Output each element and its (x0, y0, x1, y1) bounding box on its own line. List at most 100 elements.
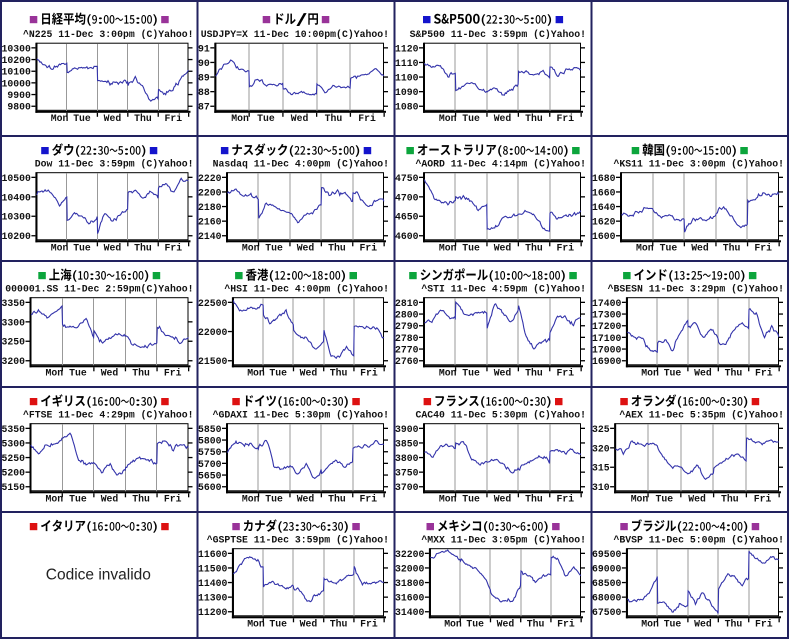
svg-text:Mon: Mon (439, 367, 457, 379)
svg-text:Fri: Fri (360, 242, 378, 254)
svg-text:Fri: Fri (360, 367, 378, 379)
svg-text:68000: 68000 (592, 593, 621, 605)
svg-text:88: 88 (198, 87, 210, 99)
svg-text:Fri: Fri (557, 618, 575, 630)
svg-text:21500: 21500 (198, 356, 227, 368)
svg-text:2780: 2780 (395, 333, 419, 345)
svg-text:1080: 1080 (395, 102, 419, 114)
svg-text:S&P500 11-Dec 3:59pm (C)Yahoo!: S&P500 11-Dec 3:59pm (C)Yahoo! (410, 29, 586, 41)
svg-text:^FTSE 11-Dec 4:29pm (C)Yahoo!: ^FTSE 11-Dec 4:29pm (C)Yahoo! (23, 410, 194, 422)
svg-text:1120: 1120 (395, 43, 419, 55)
svg-text:Tue: Tue (660, 242, 678, 254)
svg-text:5600: 5600 (198, 482, 222, 494)
svg-text:2800: 2800 (395, 310, 419, 322)
svg-text:^MXX 11-Dec 3:05pm (C)Yahoo!: ^MXX 11-Dec 3:05pm (C)Yahoo! (421, 535, 586, 547)
svg-text:1600: 1600 (592, 231, 616, 243)
svg-text:Wed: Wed (694, 367, 712, 379)
svg-text:10400: 10400 (2, 192, 31, 204)
svg-text:Fri: Fri (165, 113, 183, 125)
svg-text:3850: 3850 (395, 438, 419, 450)
svg-text:Tue: Tue (73, 113, 91, 125)
svg-text:Mon: Mon (51, 242, 69, 254)
svg-text:Mon: Mon (247, 367, 265, 379)
svg-text:Wed: Wed (101, 367, 119, 379)
svg-text:31800: 31800 (395, 578, 424, 590)
svg-text:Wed: Wed (494, 493, 512, 505)
svg-text:2790: 2790 (395, 321, 419, 333)
svg-text:000001.SS 11-Dec 2:59pm(C)Yaho: 000001.SS 11-Dec 2:59pm(C)Yahoo! (5, 284, 193, 296)
svg-text:Wed: Wed (300, 618, 318, 630)
svg-text:Mon: Mon (631, 493, 649, 505)
svg-text:11400: 11400 (198, 578, 227, 590)
svg-text:Thu: Thu (525, 493, 543, 505)
svg-text:Wed: Wed (694, 618, 712, 630)
svg-text:Fri: Fri (755, 618, 773, 630)
svg-text:5700: 5700 (198, 459, 222, 471)
svg-text:3750: 3750 (395, 468, 419, 480)
svg-text:Thu: Thu (328, 493, 346, 505)
svg-text:2770: 2770 (395, 345, 419, 357)
svg-text:22000: 22000 (198, 327, 227, 339)
svg-text:Tue: Tue (462, 493, 480, 505)
svg-text:^N225 11-Dec 3:00pm (C)Yahoo!: ^N225 11-Dec 3:00pm (C)Yahoo! (23, 29, 194, 41)
svg-text:Mon: Mon (242, 493, 260, 505)
svg-text:Fri: Fri (360, 493, 378, 505)
svg-text:Tue: Tue (269, 618, 287, 630)
svg-text:Thu: Thu (725, 618, 743, 630)
svg-text:Wed: Wed (691, 242, 709, 254)
svg-text:Tue: Tue (69, 493, 87, 505)
svg-text:Tue: Tue (462, 113, 480, 125)
svg-text:Tue: Tue (69, 367, 87, 379)
svg-text:5300: 5300 (2, 438, 26, 450)
svg-text:5650: 5650 (198, 471, 222, 483)
svg-text:^AORD 11-Dec 4:14pm (C)Yahoo!: ^AORD 11-Dec 4:14pm (C)Yahoo! (416, 159, 587, 171)
svg-text:5250: 5250 (2, 453, 26, 465)
svg-text:Fri: Fri (754, 242, 772, 254)
svg-text:Thu: Thu (328, 242, 346, 254)
svg-text:Thu: Thu (525, 367, 543, 379)
svg-text:Thu: Thu (325, 113, 343, 125)
svg-text:87: 87 (198, 102, 210, 114)
svg-text:17400: 17400 (592, 298, 621, 310)
svg-text:67500: 67500 (592, 607, 621, 619)
svg-text:Tue: Tue (462, 242, 480, 254)
svg-text:Thu: Thu (134, 242, 152, 254)
svg-text:Mon: Mon (231, 113, 249, 125)
svg-text:Mon: Mon (439, 493, 457, 505)
svg-text:Mon: Mon (641, 618, 659, 630)
svg-text:2220: 2220 (198, 173, 222, 185)
svg-text:Wed: Wed (297, 242, 315, 254)
svg-text:320: 320 (592, 443, 610, 455)
svg-text:Fri: Fri (358, 113, 376, 125)
svg-text:10500: 10500 (2, 173, 31, 185)
svg-text:Thu: Thu (527, 618, 545, 630)
svg-text:32200: 32200 (395, 549, 424, 561)
svg-text:Wed: Wed (494, 367, 512, 379)
svg-text:Fri: Fri (165, 242, 183, 254)
svg-text:^AEX 11-Dec 5:35pm (C)Yahoo!: ^AEX 11-Dec 5:35pm (C)Yahoo! (619, 410, 784, 422)
svg-text:10300: 10300 (2, 212, 31, 224)
svg-text:16900: 16900 (592, 356, 621, 368)
svg-text:10200: 10200 (2, 55, 31, 67)
svg-text:CAC40 11-Dec 5:30pm (C)Yahoo!: CAC40 11-Dec 5:30pm (C)Yahoo! (416, 410, 587, 422)
svg-text:5150: 5150 (2, 482, 26, 494)
svg-text:Mon: Mon (46, 367, 64, 379)
svg-text:Fri: Fri (557, 113, 575, 125)
svg-text:11300: 11300 (198, 593, 227, 605)
svg-text:Wed: Wed (291, 113, 309, 125)
svg-text:31400: 31400 (395, 607, 424, 619)
svg-text:Tue: Tue (265, 242, 283, 254)
svg-text:3900: 3900 (395, 424, 419, 436)
svg-text:90: 90 (198, 58, 210, 70)
svg-text:10000: 10000 (2, 78, 31, 90)
svg-text:69500: 69500 (592, 549, 621, 561)
svg-text:Fri: Fri (754, 493, 772, 505)
svg-text:^KS11 11-Dec 3:00pm (C)Yahoo!: ^KS11 11-Dec 3:00pm (C)Yahoo! (614, 159, 785, 171)
svg-text:17000: 17000 (592, 345, 621, 357)
svg-text:Wed: Wed (104, 113, 122, 125)
svg-text:Fri: Fri (164, 493, 182, 505)
svg-text:Wed: Wed (300, 367, 318, 379)
svg-text:^HSI 11-Dec 4:00pm (C)Yahoo!: ^HSI 11-Dec 4:00pm (C)Yahoo! (224, 284, 389, 296)
svg-text:3800: 3800 (395, 453, 419, 465)
svg-text:1680: 1680 (592, 173, 616, 185)
